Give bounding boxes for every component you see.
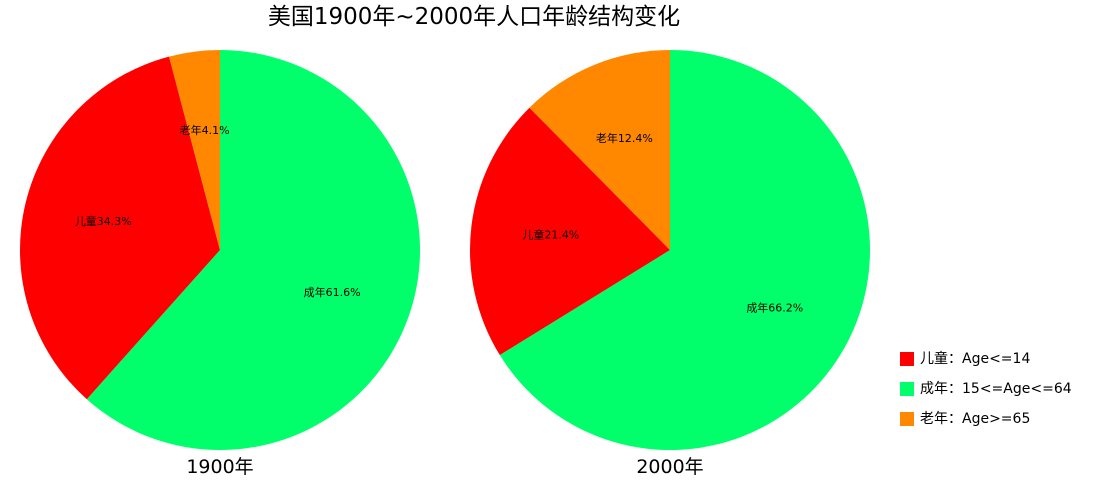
- legend-label-elder: 老年：Age>=65: [920, 411, 1031, 427]
- legend-item-child: 儿童：Age<=14: [900, 344, 1072, 374]
- legend-swatch-elder: [900, 412, 914, 426]
- pie-1-caption: 2000年: [636, 456, 703, 478]
- legend: 儿童：Age<=14 成年：15<=Age<=64 老年：Age>=65: [900, 344, 1072, 434]
- pie-0-label-child: 儿童34.3%: [75, 214, 132, 228]
- legend-item-adult: 成年：15<=Age<=64: [900, 374, 1072, 404]
- pie-0-slice-elder: [169, 50, 220, 250]
- legend-item-elder: 老年：Age>=65: [900, 404, 1072, 434]
- pie-1-slice-elder: [529, 50, 670, 250]
- pie-1-label-child: 儿童21.4%: [522, 228, 579, 242]
- legend-label-child: 儿童：Age<=14: [920, 351, 1031, 367]
- pie-1-label-elder: 老年12.4%: [596, 131, 653, 145]
- pie-1: [470, 50, 871, 451]
- pie-1-slice-adult: [499, 50, 871, 451]
- legend-label-adult: 成年：15<=Age<=64: [920, 381, 1072, 397]
- chart-title: 美国1900年~2000年人口年龄结构变化: [267, 4, 681, 30]
- pie-0-caption: 1900年: [186, 456, 253, 478]
- pie-0-slice-child: [20, 56, 220, 400]
- pie-0: [20, 50, 421, 451]
- pie-1-label-adult: 成年66.2%: [746, 301, 803, 315]
- pie-0-label-adult: 成年61.6%: [304, 285, 361, 299]
- pie-0-slice-adult: [86, 50, 421, 451]
- pie-0-label-elder: 老年4.1%: [180, 123, 230, 137]
- pie-1-slice-child: [470, 107, 670, 356]
- legend-swatch-adult: [900, 382, 914, 396]
- legend-swatch-child: [900, 352, 914, 366]
